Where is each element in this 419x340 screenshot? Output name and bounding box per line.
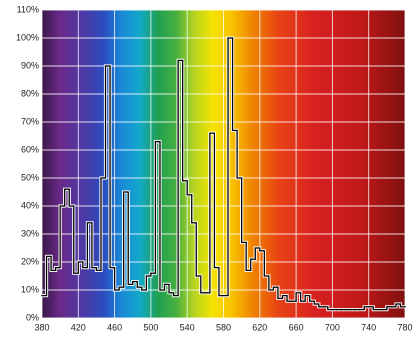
y-tick-label: 70% [21,116,39,126]
y-tick-label: 100% [16,32,39,42]
x-tick-label: 740 [361,322,376,332]
x-tick-label: 420 [71,322,86,332]
y-tick-label: 10% [21,284,39,294]
x-tick-label: 620 [252,322,267,332]
x-tick-label: 700 [325,322,340,332]
y-tick-label: 80% [21,88,39,98]
y-tick-label: 110% [17,4,39,14]
x-tick-label: 660 [289,322,304,332]
x-tick-label: 580 [216,322,231,332]
y-tick-label: 40% [21,200,39,210]
y-tick-label: 20% [21,256,39,266]
y-tick-label: 50% [21,172,39,182]
plot [41,36,406,312]
y-tick-label: 60% [21,144,39,154]
labels: 0% 10% 20% 30% 40% 50% 60% 70% 80% 90% 100% 110% 380… [16,4,413,332]
y-tick-label: 30% [21,228,39,238]
x-tick-label: 460 [107,322,122,332]
x-tick-label: 780 [397,322,412,332]
x-tick-label: 380 [34,322,49,332]
y-tick-label: 0% [26,312,39,322]
y-tick-label: 90% [21,60,39,70]
x-tick-label: 540 [180,322,195,332]
x-tick-label: 500 [143,322,158,332]
